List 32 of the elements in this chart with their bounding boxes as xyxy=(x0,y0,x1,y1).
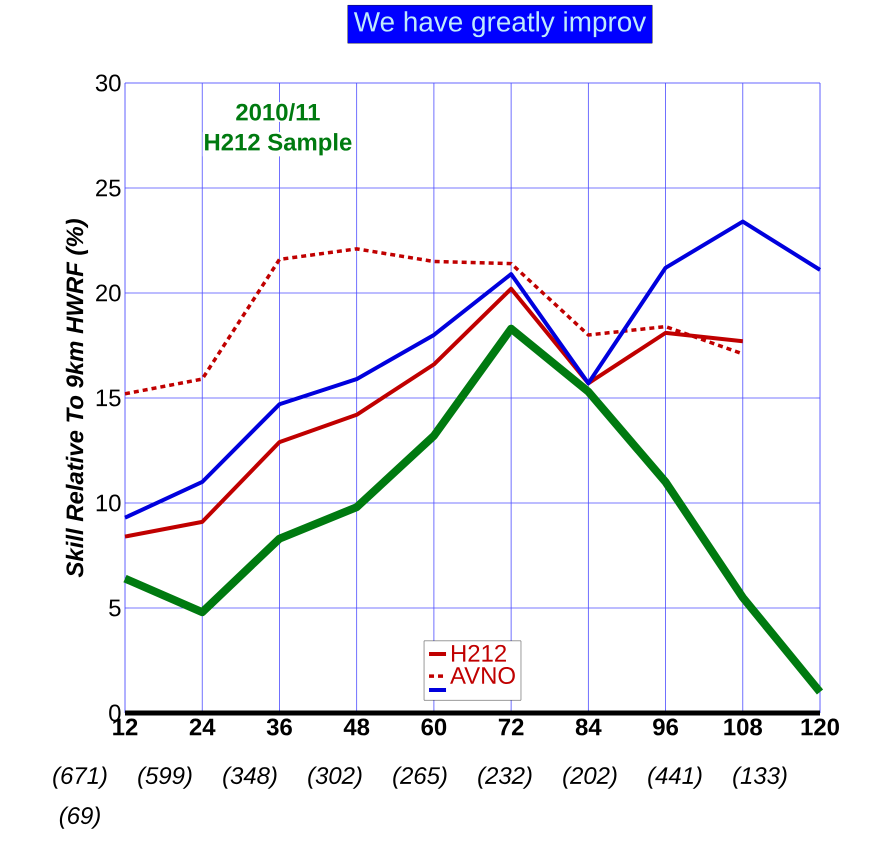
x-tick-label: 120 xyxy=(802,718,839,736)
y-tick-label: 20 xyxy=(96,284,121,302)
text: (202) xyxy=(563,766,616,789)
text: (302) xyxy=(308,766,362,789)
x-tick-label: 48 xyxy=(344,718,370,736)
y-tick-label: 30 xyxy=(96,74,121,92)
text: We have greatly improv xyxy=(354,11,646,38)
y-tick-label: 25 xyxy=(96,180,120,196)
text: (441) xyxy=(648,766,702,789)
annotation: 2010/11 xyxy=(236,103,320,121)
text: (232) xyxy=(478,766,532,789)
x-tick-label: 96 xyxy=(653,718,678,736)
x-tick-label: 24 xyxy=(190,718,216,736)
text: (348) xyxy=(223,766,276,789)
y-tick-label: 10 xyxy=(96,494,121,512)
x-tick-label: 84 xyxy=(576,718,602,736)
text: (265) xyxy=(393,766,446,789)
text: (599) xyxy=(138,766,192,789)
annotation: H212 Sample xyxy=(205,133,352,156)
x-tick-label: 108 xyxy=(724,718,762,736)
x-tick-label: 36 xyxy=(266,718,292,736)
line-series xyxy=(123,220,822,520)
x-tick-label: 60 xyxy=(421,718,446,736)
x-tick-label: 72 xyxy=(498,718,524,736)
text: (69) xyxy=(60,806,100,829)
y-tick-label: 5 xyxy=(109,600,120,616)
text: (133) xyxy=(733,766,786,789)
legend-label: H212 xyxy=(452,644,506,662)
text: (671) xyxy=(53,766,106,789)
y-axis-title: Skill Relative To 9km HWRF (%) xyxy=(66,219,88,578)
y-tick-label: 15 xyxy=(96,390,120,406)
legend-label: AVNO xyxy=(450,667,515,684)
